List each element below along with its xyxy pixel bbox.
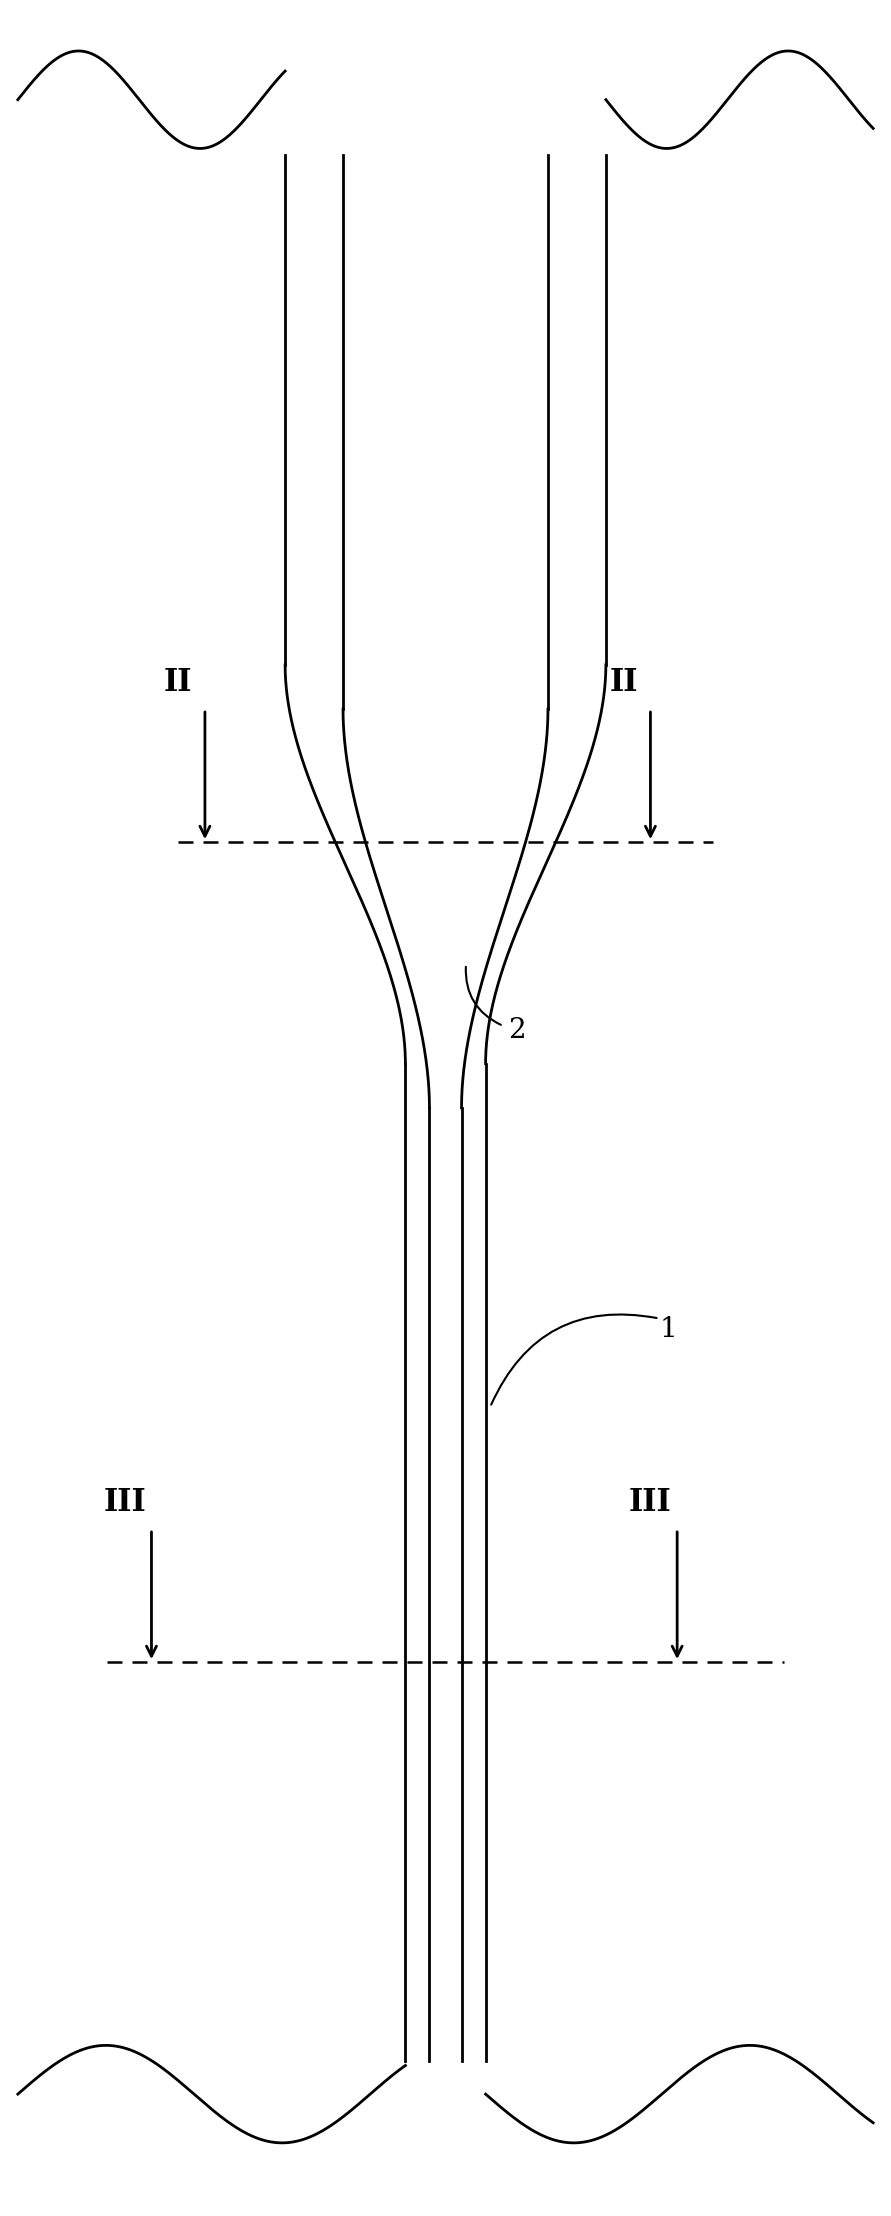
Text: II: II xyxy=(609,667,638,698)
Text: II: II xyxy=(164,667,192,698)
Text: III: III xyxy=(103,1487,146,1518)
Text: 1: 1 xyxy=(659,1316,677,1343)
Text: III: III xyxy=(629,1487,672,1518)
Text: 2: 2 xyxy=(508,1017,526,1044)
